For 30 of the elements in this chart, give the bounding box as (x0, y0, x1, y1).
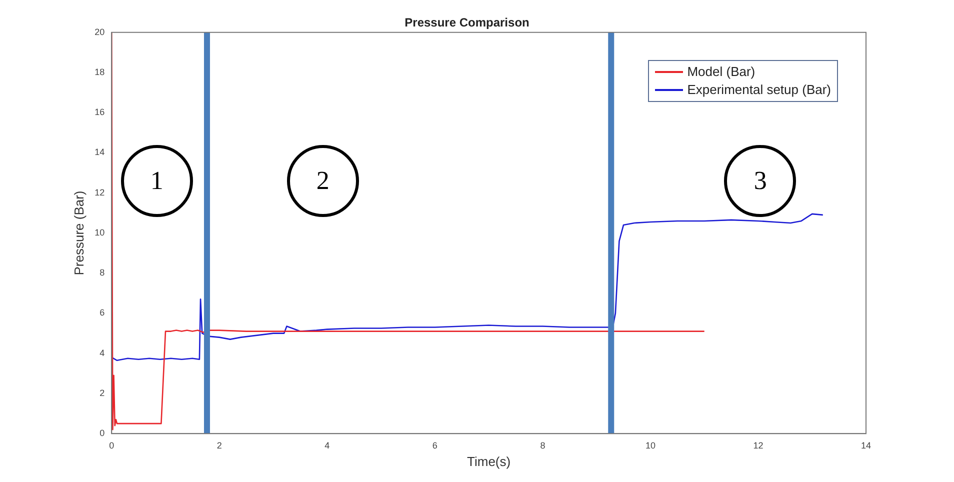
x-tick-label: 14 (860, 440, 872, 450)
legend-label: Experimental setup (Bar) (687, 81, 831, 100)
y-tick-label: 2 (100, 388, 105, 398)
y-tick-label: 16 (94, 107, 105, 118)
chart-title: Pressure Comparison (404, 16, 530, 30)
y-axis-title: Pressure (Bar) (71, 190, 86, 276)
x-axis-title: Time(s) (467, 454, 511, 469)
y-tick-label: 8 (100, 268, 105, 278)
x-tick-label: 12 (753, 440, 764, 450)
legend-label: Model (Bar) (687, 63, 756, 82)
y-tick-label: 10 (94, 227, 105, 238)
x-tick-label: 4 (324, 440, 330, 450)
circle-outline: 1 (120, 144, 193, 217)
y-tick-label: 12 (94, 187, 105, 198)
circle-outline: 2 (286, 144, 359, 217)
y-tick-label: 20 (94, 26, 105, 37)
annotation: 2 (316, 166, 330, 196)
x-tick-label: 6 (432, 440, 438, 450)
y-tick-label: 0 (100, 428, 105, 438)
x-tick-label: 0 (109, 440, 114, 450)
annotation: 1 (150, 166, 164, 196)
y-tick-label: 14 (94, 147, 105, 158)
x-tick-label: 10 (645, 440, 656, 450)
y-tick-label: 4 (100, 348, 105, 358)
y-tick-label: 18 (94, 67, 105, 78)
x-tick-label: 8 (540, 440, 546, 450)
y-tick-label: 6 (100, 308, 105, 318)
x-tick-label: 2 (216, 440, 222, 450)
circle-outline: 3 (724, 144, 796, 217)
annotation: 3 (754, 166, 767, 196)
